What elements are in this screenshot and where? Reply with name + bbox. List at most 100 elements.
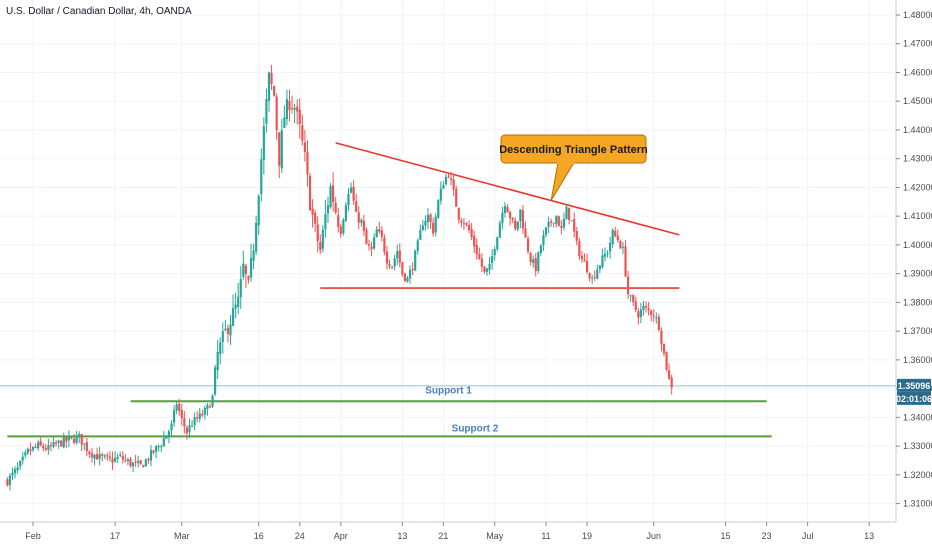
- candle-body: [473, 235, 476, 247]
- candle-body: [314, 212, 317, 224]
- candle-body: [362, 220, 365, 231]
- candle-body: [544, 227, 548, 235]
- candle-body: [65, 436, 68, 442]
- candle-body: [578, 241, 581, 257]
- candle-body: [629, 295, 632, 297]
- candle-body: [662, 343, 666, 354]
- candle-body: [278, 132, 281, 166]
- candle-body: [70, 437, 73, 439]
- candle-body: [455, 189, 458, 207]
- candle-body: [34, 446, 37, 448]
- candle-body: [650, 310, 653, 316]
- candle-body: [411, 268, 414, 270]
- candle-body: [478, 254, 481, 259]
- candle-body: [80, 433, 83, 445]
- candle-body: [170, 423, 173, 431]
- candle-body: [198, 413, 201, 420]
- candle-body: [332, 185, 335, 203]
- candle-body: [429, 214, 432, 223]
- candle-body: [352, 186, 355, 201]
- candle-body: [467, 224, 471, 231]
- candle-body: [537, 252, 540, 271]
- time-tick-label: Jul: [802, 531, 814, 541]
- candle-body: [19, 460, 22, 467]
- candle-body: [670, 377, 673, 388]
- candle-body: [465, 223, 468, 225]
- candle-body: [267, 72, 271, 101]
- candle-body: [647, 308, 650, 311]
- candle-body: [406, 277, 409, 282]
- candle-body: [334, 202, 337, 213]
- candle-body: [119, 455, 122, 457]
- candle-body: [90, 453, 94, 458]
- candle-body: [511, 218, 514, 220]
- candle-body: [606, 252, 609, 254]
- candle-body: [206, 405, 209, 410]
- price-axis[interactable]: 1.310001.320001.330001.340001.350001.360…: [896, 10, 932, 509]
- candle-body: [614, 230, 617, 236]
- candle-body: [244, 265, 247, 274]
- price-tick-label: 1.41000: [903, 211, 932, 221]
- candle-body: [57, 440, 60, 443]
- candle-body: [131, 462, 135, 467]
- candle-body: [396, 251, 399, 259]
- candle-body: [611, 229, 614, 245]
- candle-body: [121, 456, 124, 460]
- candle-body: [126, 459, 130, 462]
- candle-body: [193, 417, 196, 425]
- candle-body: [229, 324, 232, 336]
- candle-body: [470, 229, 473, 238]
- candle-body: [306, 152, 309, 175]
- candle-body: [624, 246, 627, 277]
- candle-body: [6, 479, 9, 486]
- candle-body: [60, 440, 63, 447]
- candle-body: [13, 469, 17, 474]
- candle-body: [485, 268, 489, 272]
- candle-body: [85, 442, 88, 452]
- candle-body: [129, 458, 132, 467]
- candle-body: [668, 370, 671, 379]
- candle-body: [52, 442, 55, 447]
- candle-body: [178, 403, 181, 411]
- candle-body: [237, 296, 240, 307]
- time-tick-label: 21: [438, 531, 448, 541]
- candle-body: [408, 269, 412, 279]
- candle-body: [49, 445, 53, 447]
- candle-body: [83, 443, 86, 445]
- price-tick-label: 1.45000: [903, 96, 932, 106]
- candle-body: [444, 176, 448, 185]
- candle-body: [585, 261, 589, 273]
- candle-body: [426, 214, 430, 222]
- candle-body: [288, 101, 291, 110]
- candle-body: [75, 435, 78, 443]
- candle-body: [111, 458, 114, 463]
- candle-body: [93, 454, 96, 459]
- candle-body: [665, 351, 668, 370]
- candle-body: [311, 208, 314, 215]
- candle-body: [78, 433, 81, 437]
- time-tick-label: Feb: [25, 531, 41, 541]
- candle-body: [326, 205, 330, 214]
- candle-body: [319, 242, 322, 251]
- current-price-tag-text: 1.35096: [898, 381, 931, 391]
- candle-body: [562, 218, 566, 228]
- candle-body: [329, 186, 332, 208]
- candle-body: [501, 212, 504, 224]
- candle-body: [142, 465, 145, 468]
- candle-body: [437, 200, 440, 218]
- candle-body: [155, 446, 158, 452]
- candle-body: [552, 222, 555, 224]
- candle-body: [416, 240, 419, 251]
- candle-body: [591, 277, 594, 279]
- price-tick-label: 1.39000: [903, 269, 932, 279]
- candle-body: [101, 454, 104, 456]
- candle-body: [555, 216, 558, 224]
- candle-body: [514, 220, 517, 229]
- time-tick-label: 19: [582, 531, 592, 541]
- candle-body: [593, 276, 596, 278]
- time-axis[interactable]: Feb 17 Mar 16 24 Apr 13 21 May 11 19 Jun 15 23 Jul 13: [25, 522, 874, 541]
- candle-body: [632, 295, 635, 303]
- time-tick-label: Jun: [646, 531, 661, 541]
- support-2-label: Support 2: [452, 423, 499, 434]
- candle-body: [219, 342, 222, 354]
